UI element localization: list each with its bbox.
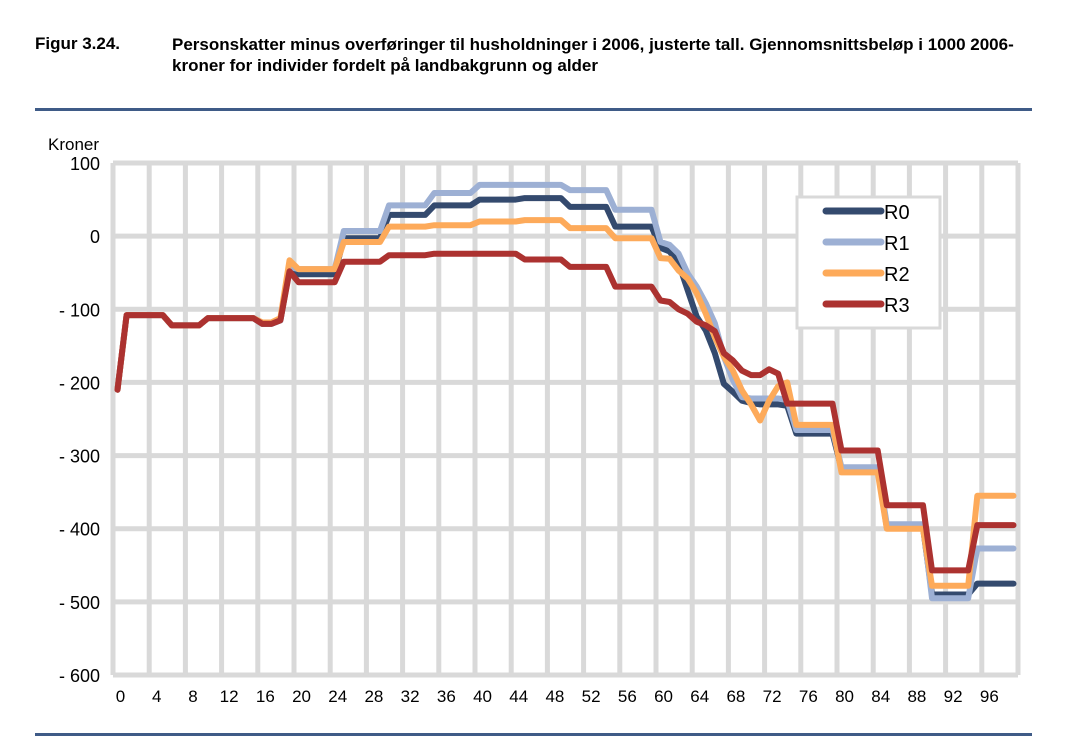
series-line-r3 — [114, 250, 1017, 574]
x-tick-label: 16 — [256, 687, 275, 706]
x-tick-label: 84 — [871, 687, 890, 706]
x-tick-label: 24 — [328, 687, 347, 706]
x-tick-label: 48 — [545, 687, 564, 706]
x-tick-label: 32 — [401, 687, 420, 706]
x-tick-label: 72 — [763, 687, 782, 706]
x-tick-label: 12 — [220, 687, 239, 706]
x-tick-label: 64 — [690, 687, 709, 706]
x-tick-label: 96 — [980, 687, 999, 706]
y-tick-label: - 200 — [59, 373, 100, 393]
x-tick-label: 76 — [799, 687, 818, 706]
top-divider — [35, 108, 1032, 111]
legend-label-r3: R3 — [884, 295, 910, 317]
x-tick-label: 56 — [618, 687, 637, 706]
x-axis-ticks: 0 4 8 12 16 20 24 28 32 36 40 44 48 52 56 60 64 68 72 76 80 8… — [116, 687, 999, 706]
x-tick-label: 60 — [654, 687, 673, 706]
y-tick-label: - 500 — [59, 593, 100, 613]
series-lines — [114, 181, 1017, 602]
x-tick-label: 4 — [152, 687, 161, 706]
figure-title: Personskatter minus overføringer til hus… — [172, 35, 1014, 75]
y-tick-label: - 300 — [59, 447, 100, 467]
y-tick-label: - 100 — [59, 300, 100, 320]
x-tick-label: 0 — [116, 687, 125, 706]
x-tick-label: 20 — [292, 687, 311, 706]
x-tick-label: 44 — [509, 687, 528, 706]
y-tick-label: - 600 — [59, 666, 100, 686]
x-tick-label: 68 — [726, 687, 745, 706]
legend-label-r0: R0 — [884, 202, 910, 224]
legend-label-r2: R2 — [884, 264, 910, 286]
y-tick-label: 0 — [90, 227, 100, 247]
legend-label-r1: R1 — [884, 233, 910, 255]
bottom-divider — [35, 733, 1032, 736]
x-tick-label: 52 — [582, 687, 601, 706]
x-tick-label: 92 — [944, 687, 963, 706]
x-tick-label: 36 — [437, 687, 456, 706]
legend: R0 R1 R2 R3 — [795, 195, 942, 330]
y-tick-label: - 400 — [59, 520, 100, 540]
x-tick-label: 40 — [473, 687, 492, 706]
x-tick-label: 88 — [907, 687, 926, 706]
y-axis-label: Kroner — [48, 135, 99, 154]
figure-number: Figur 3.24. — [35, 34, 121, 53]
y-axis-ticks: 100 0 - 100 - 200 - 300 - 400 - 500 - 600 — [59, 154, 100, 686]
y-tick-label: 100 — [70, 154, 100, 174]
gridlines — [110, 160, 1021, 678]
x-tick-label: 80 — [835, 687, 854, 706]
x-tick-label: 8 — [188, 687, 197, 706]
x-tick-label: 28 — [364, 687, 383, 706]
legend-box — [795, 195, 942, 330]
